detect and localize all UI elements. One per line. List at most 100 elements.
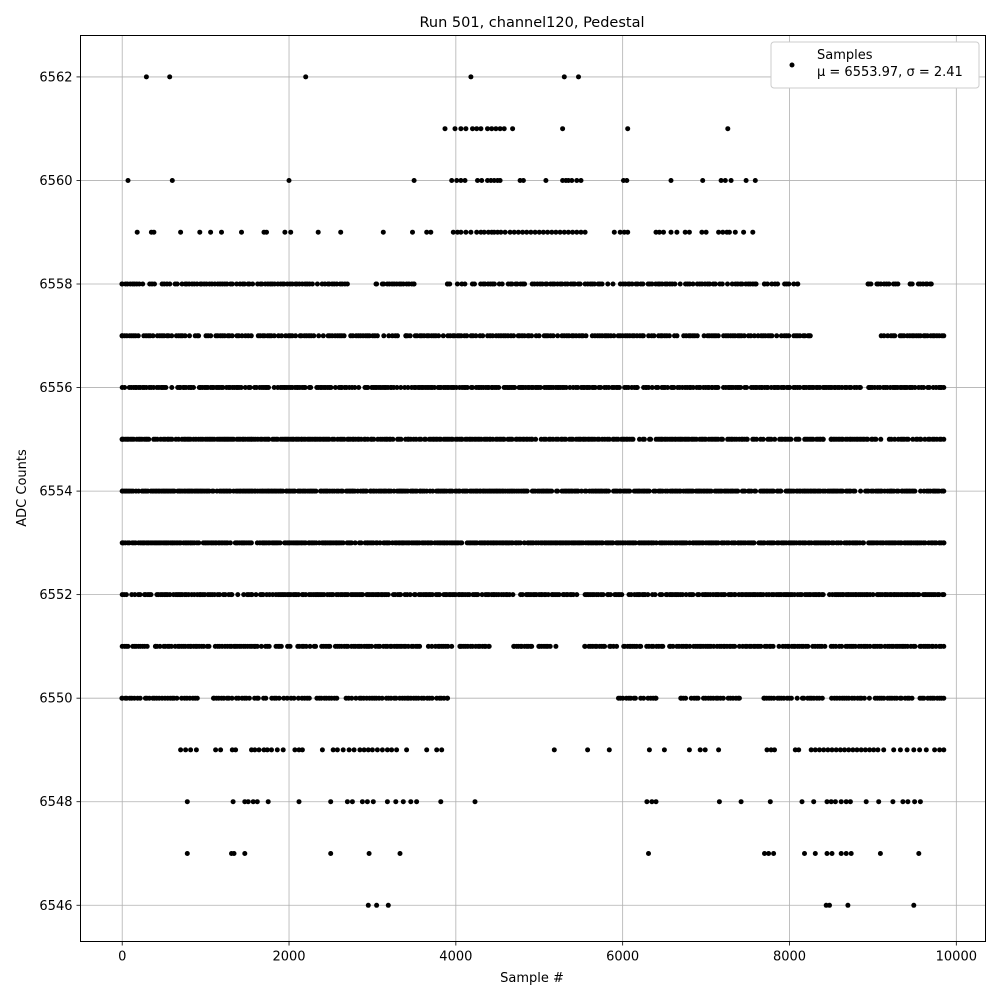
data-point [668,229,674,235]
data-point [743,178,749,183]
data-point [196,540,202,546]
data-point [119,281,125,287]
data-point [878,333,884,339]
data-point [627,488,633,494]
data-point [501,436,507,442]
data-point [578,229,584,235]
data-point [449,178,455,183]
data-point [843,799,849,805]
data-point [520,592,525,598]
data-point [311,333,317,339]
data-point [825,747,831,753]
data-point [941,747,947,753]
data-point [428,229,434,235]
data-point [327,643,333,649]
data-point [791,281,797,287]
data-point [384,799,390,805]
data-point [475,178,480,183]
data-point [741,229,747,235]
data-point [838,799,844,805]
data-point [646,747,652,753]
data-point [758,643,764,649]
data-point [672,281,678,287]
data-point [822,643,828,649]
data-point [490,333,496,339]
data-point [369,643,374,649]
data-point [576,74,581,80]
data-point [208,229,214,235]
data-point [787,385,793,390]
data-point [744,385,750,390]
data-point [529,333,535,339]
data-point [812,851,818,856]
data-point [858,488,864,494]
data-point [644,799,650,805]
data-point [715,540,721,546]
data-point [892,333,898,339]
data-point [389,747,395,753]
data-point [771,488,776,494]
data-point [753,281,759,287]
data-point [364,799,370,805]
data-point [303,592,309,598]
data-point [811,799,817,805]
data-point [384,747,390,753]
data-point [582,592,588,598]
data-point [570,592,576,598]
data-point [715,333,721,339]
data-point [365,902,371,908]
data-point [932,747,938,753]
data-point [563,385,569,390]
data-point [921,385,927,390]
data-point [472,281,477,287]
data-point [661,229,666,235]
data-point [553,643,559,649]
data-point [725,281,730,287]
data-point [866,385,872,390]
data-point [690,592,696,598]
data-point [284,695,290,701]
data-point [332,385,338,390]
data-point [308,385,314,390]
data-point [917,799,923,805]
data-point [340,747,346,753]
data-point [511,333,517,339]
data-point [163,385,169,390]
data-point [649,799,655,805]
data-point [393,799,399,805]
data-point [352,540,358,546]
data-point [616,385,622,390]
data-point [414,799,420,805]
data-point [557,229,563,235]
data-point [646,488,652,494]
data-point [436,333,442,339]
data-point [719,281,725,287]
data-point [680,592,685,598]
data-point [459,540,465,546]
data-point [393,695,399,701]
data-point [377,540,383,546]
data-point [796,436,802,442]
data-point [900,799,906,805]
data-point [309,281,315,287]
data-point [543,178,549,183]
data-point [683,695,689,701]
data-point [346,747,352,753]
data-point [408,799,414,805]
data-point [772,747,777,753]
y-tick-label: 6562 [39,70,72,85]
data-point [197,229,203,235]
data-point [861,540,866,546]
data-point [248,333,254,339]
data-point [167,281,173,287]
y-tick-label: 6558 [39,278,72,293]
data-point [912,385,918,390]
data-point [788,436,794,442]
data-point [620,695,626,701]
data-point [458,126,464,132]
data-point [470,126,475,132]
data-point [254,799,260,805]
data-point [786,281,792,287]
data-point [211,695,217,701]
data-point [555,333,561,339]
